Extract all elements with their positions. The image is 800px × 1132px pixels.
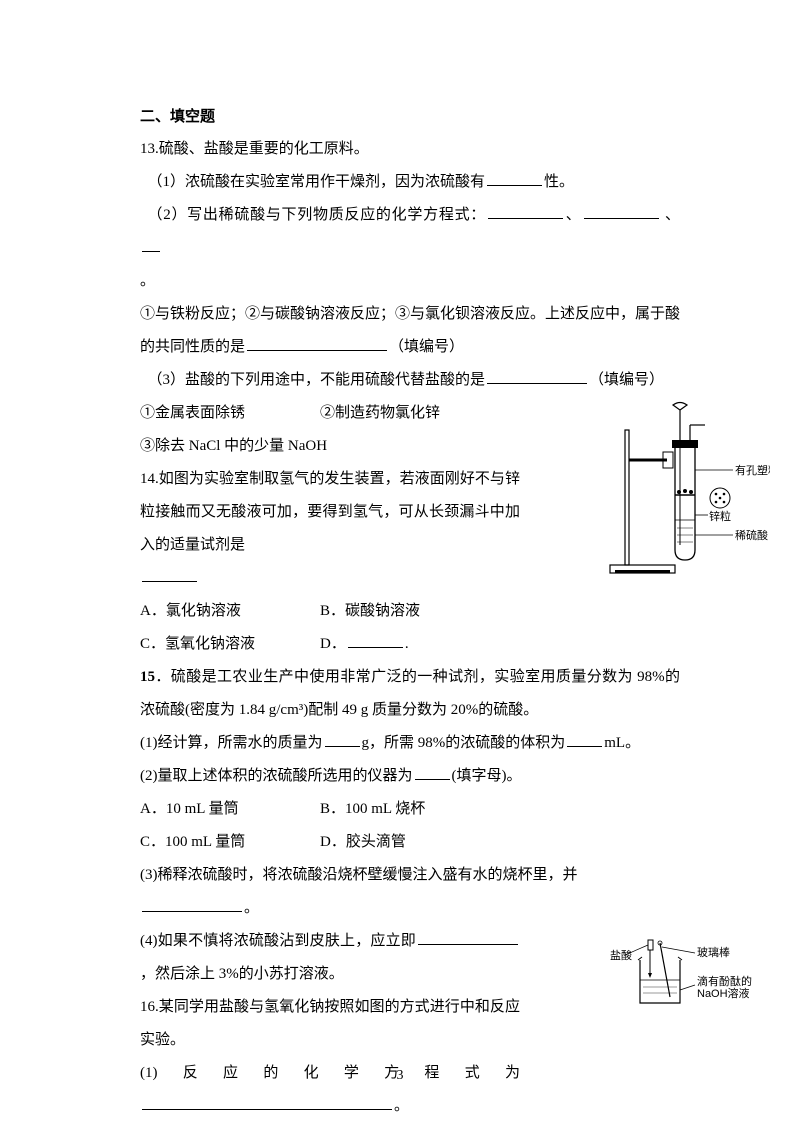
q15-num: 15: [140, 669, 155, 685]
q14-optD-period: .: [405, 636, 409, 652]
q15-p1-b: g，所需 98%的浓硫酸的体积为: [362, 735, 566, 751]
blank: [488, 201, 563, 219]
q14-optA: A．氯化钠溶液: [140, 595, 320, 628]
blank: [487, 168, 542, 186]
q13-p1-text-b: 性。: [544, 174, 574, 190]
q15-p3-blank-line: 。: [140, 892, 680, 925]
q15-stem-text: ．硫酸是工农业生产中使用非常广泛的一种试剂，实验室用质量分数为 98%的浓硫酸(…: [140, 669, 680, 718]
q16-stem: 16.某同学用盐酸与氢氧化钠按照如图的方式进行中和反应实验。: [140, 991, 520, 1057]
q15-p3: (3)稀释浓硫酸时，将浓硫酸沿烧杯壁缓慢注入盛有水的烧杯里，并: [140, 859, 680, 892]
q15-p1-c: mL。: [604, 735, 640, 751]
q13-p4: （3）盐酸的下列用途中，不能用硫酸代替盐酸的是 （填编号）: [140, 364, 680, 397]
q14-optD: D．: [320, 636, 346, 652]
beaker-diagram: 盐酸 玻璃棒 滴有酚酞的 NaOH溶液: [610, 935, 765, 1015]
q15-p4-a: (4)如果不慎将浓硫酸沾到皮肤上，应立即: [140, 933, 416, 949]
q15-p2-b: (填字母)。: [452, 768, 522, 784]
blank: [348, 630, 403, 648]
blank: [325, 729, 360, 747]
q14-optB: B．碳酸钠溶液: [320, 603, 420, 619]
q15-stem: 15．硫酸是工农业生产中使用非常广泛的一种试剂，实验室用质量分数为 98%的浓硫…: [140, 661, 680, 727]
q13-p4-end: （填编号）: [589, 372, 664, 388]
q13-p4-text-a: （3）盐酸的下列用途中，不能用硫酸代替盐酸的是: [148, 372, 486, 388]
blank: [142, 564, 197, 582]
q14-stem: 14.如图为实验室制取氢气的发生装置，若液面刚好不与锌粒接触而又无酸液可加，要得…: [140, 463, 520, 562]
q13-opt3: ③除去 NaCl 中的少量 NaOH: [140, 430, 680, 463]
label-naoh-2: NaOH溶液: [697, 986, 750, 1000]
label-acid: 稀硫酸: [735, 528, 768, 542]
apparatus-diagram: 有孔塑料板 锌粒 稀硫酸: [605, 400, 770, 580]
q14-optC: C．氢氧化钠溶液: [140, 628, 320, 661]
q13-p2-end: 、: [661, 207, 680, 223]
q13-p3-end: （填编号）: [389, 339, 464, 355]
q15-p2-a: (2)量取上述体积的浓硫酸所选用的仪器为: [140, 768, 413, 784]
blank: [584, 201, 659, 219]
section-title: 二、填空题: [140, 100, 680, 133]
q13-opt1: ①金属表面除锈: [140, 397, 320, 430]
q16-p1-b: 。: [394, 1098, 409, 1114]
q13-opt2: ②制造药物氯化锌: [320, 405, 440, 421]
q15-p3-period: 。: [244, 900, 259, 916]
blank: [418, 927, 518, 945]
q15-p1: (1)经计算，所需水的质量为 g，所需 98%的浓硫酸的体积为 mL。: [140, 727, 680, 760]
q14-options-line1: A．氯化钠溶液B．碳酸钠溶液: [140, 595, 680, 628]
q15-p2: (2)量取上述体积的浓硫酸所选用的仪器为 (填字母)。: [140, 760, 680, 793]
q13-p2: （2）写出稀硫酸与下列物质反应的化学方程式： 、 、: [140, 199, 680, 265]
q13-stem: 13.硫酸、盐酸是重要的化工原料。: [140, 133, 680, 166]
sep: 、: [565, 207, 581, 223]
label-rod: 玻璃棒: [697, 945, 730, 959]
blank: [567, 729, 602, 747]
q15-p1-a: (1)经计算，所需水的质量为: [140, 735, 323, 751]
q13-p3: ①与铁粉反应；②与碳酸钠溶液反应；③与氯化钡溶液反应。上述反应中，属于酸的共同性…: [140, 298, 680, 364]
q15-p4-b: ，然后涂上 3%的小苏打溶液。: [140, 966, 344, 982]
q15-optD: D．胶头滴管: [320, 834, 406, 850]
label-plate: 有孔塑料板: [735, 463, 770, 477]
q14-options-line2: C．氢氧化钠溶液D．.: [140, 628, 680, 661]
blank: [142, 234, 160, 252]
page-number: 3: [0, 1061, 800, 1092]
q13-p1: （1）浓硫酸在实验室常用作干燥剂，因为浓硫酸有 性。: [140, 166, 680, 199]
q13-p1-text-a: （1）浓硫酸在实验室常用作干燥剂，因为浓硫酸有: [148, 174, 486, 190]
label-zinc: 锌粒: [709, 509, 731, 523]
blank: [487, 366, 587, 384]
q14-stem-text: 14.如图为实验室制取氢气的发生装置，若液面刚好不与锌粒接触而又无酸液可加，要得…: [140, 471, 520, 553]
blank: [142, 894, 242, 912]
q15-optB: B．100 mL 烧杯: [320, 801, 425, 817]
label-naoh-1: 滴有酚酞的: [697, 974, 752, 988]
q15-p4: (4)如果不慎将浓硫酸沾到皮肤上，应立即 ，然后涂上 3%的小苏打溶液。: [140, 925, 520, 991]
blank: [142, 1092, 392, 1110]
q15-optC: C．100 mL 量筒: [140, 826, 320, 859]
q13-options-line1: ①金属表面除锈②制造药物氯化锌: [140, 397, 680, 430]
q13-p2-period: 。: [140, 265, 680, 298]
q15-optA: A．10 mL 量筒: [140, 793, 320, 826]
blank: [247, 333, 387, 351]
q15-options-line2: C．100 mL 量筒D．胶头滴管: [140, 826, 680, 859]
label-hcl: 盐酸: [610, 948, 632, 962]
q15-options-line1: A．10 mL 量筒B．100 mL 烧杯: [140, 793, 680, 826]
q13-p2-text-a: （2）写出稀硫酸与下列物质反应的化学方程式：: [148, 207, 487, 223]
blank: [415, 762, 450, 780]
